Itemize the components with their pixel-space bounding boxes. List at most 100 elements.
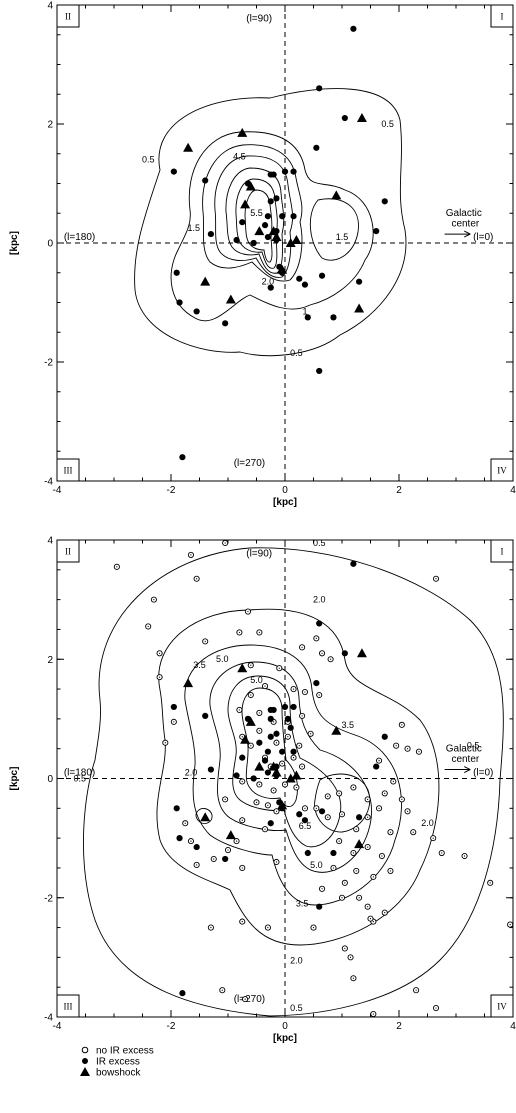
annotation-l180: (l=180) [64, 768, 95, 779]
ir-excess-marker [239, 219, 246, 226]
legend-marker-open-circle [81, 1046, 89, 1054]
no-ir-excess-marker-dot [338, 840, 340, 842]
ir-excess-marker [170, 703, 177, 711]
bowshock-marker [331, 725, 342, 735]
contour-label: 0.5 [467, 741, 480, 751]
no-ir-excess-marker-dot [367, 846, 369, 848]
quadrant-label: II [65, 12, 71, 22]
bowshock-marker [183, 142, 194, 152]
no-ir-excess-marker-dot [267, 926, 269, 929]
quadrant-label: I [501, 547, 504, 557]
no-ir-excess-marker-dot [367, 798, 369, 800]
y-tick-label: 0 [47, 774, 53, 785]
quadrant-box [56, 994, 80, 1018]
quadrant-label: III [64, 1002, 73, 1012]
y-tick-label: -2 [44, 893, 53, 904]
bowshock-marker [285, 238, 296, 247]
no-ir-excess-marker-dot [327, 816, 329, 818]
contour-label: 1.5 [336, 232, 349, 242]
bowshock-marker [291, 235, 302, 245]
ir-excess-marker [267, 820, 274, 827]
bowshock-marker [285, 773, 296, 783]
ir-excess-marker [281, 703, 289, 711]
bowshock-marker [354, 839, 365, 849]
ir-excess-marker [373, 763, 380, 770]
contour-label: 5.5 [250, 208, 263, 218]
ir-excess-marker [170, 168, 177, 175]
no-ir-excess-marker-dot [509, 923, 511, 926]
quadrant-box [490, 4, 514, 28]
ir-excess-marker [290, 748, 297, 755]
no-ir-excess-marker-dot [355, 870, 357, 872]
ir-excess-marker [264, 748, 271, 755]
no-ir-excess-marker-dot [384, 912, 386, 914]
no-ir-excess-marker-dot [250, 664, 252, 666]
no-ir-excess-marker-dot [241, 921, 243, 923]
no-ir-excess-marker-dot [287, 736, 289, 738]
density-contours [134, 88, 407, 357]
contour-label: 0.5 [381, 119, 394, 129]
no-ir-excess-marker-dot [250, 694, 252, 696]
annotation-l270: (l=270) [234, 994, 265, 1005]
no-ir-excess-marker-dot [463, 855, 466, 857]
no-ir-excess-marker-dot [441, 852, 443, 854]
ir-excess-marker [304, 314, 311, 321]
ir-excess-marker [284, 715, 291, 722]
no-ir-excess-marker-dot [153, 599, 155, 601]
quadrant-box [490, 458, 514, 482]
ir-excess-marker [207, 230, 214, 238]
no-ir-excess-marker-dot [238, 631, 240, 634]
no-ir-excess-marker-dot [292, 757, 295, 759]
annotation-center: center [451, 754, 479, 765]
no-ir-excess-marker-dot [210, 926, 212, 929]
no-ir-excess-marker-dot [310, 733, 312, 735]
annotation-l180: (l=180) [64, 232, 95, 243]
no-ir-excess-marker-dot [418, 751, 420, 753]
bowshock-marker [237, 663, 248, 673]
no-ir-excess-marker-dot [372, 921, 374, 923]
annotation-galactic: Galactic [446, 208, 482, 219]
ir-excess-marker [296, 275, 303, 282]
no-ir-excess-marker-dot [435, 1007, 437, 1009]
no-ir-excess-marker-dot [378, 760, 380, 762]
bowshock-marker [183, 678, 194, 688]
contour-label: 2.0 [185, 768, 198, 778]
quadrant-box [56, 539, 80, 563]
no-ir-excess-marker-dot [330, 658, 332, 660]
ir-excess-marker [250, 239, 257, 247]
ir-excess-marker [222, 320, 229, 327]
bowshock-marker [254, 761, 265, 771]
y-tick-label: -2 [44, 358, 53, 369]
ir-excess-marker [287, 724, 294, 731]
contour-label: 3.5 [296, 899, 309, 909]
ir-excess-marker [193, 308, 200, 315]
y-tick-label: -4 [44, 1013, 53, 1024]
ir-excess-marker [279, 748, 286, 755]
y-tick-label: 4 [47, 536, 53, 547]
ir-excess-marker [304, 849, 311, 857]
no-ir-excess-marker-dot [196, 578, 198, 580]
x-tick-label: 4 [510, 485, 516, 496]
ir-excess-marker [261, 757, 269, 764]
ir-excess-marker [281, 168, 289, 175]
bowshock-marker [354, 303, 365, 313]
no-ir-excess-marker-dot [224, 542, 226, 544]
no-ir-excess-marker-dot [372, 1013, 374, 1015]
no-ir-excess-marker-dot [301, 765, 303, 768]
contour-label: 0.5 [290, 1003, 303, 1013]
no-ir-excess-marker-dot [321, 888, 323, 890]
contour-label: 3.5 [341, 720, 354, 730]
no-ir-excess-marker-dot [264, 828, 266, 830]
no-ir-excess-marker-dot [392, 780, 394, 783]
no-ir-excess-marker-dot [389, 831, 392, 833]
contour-label: 5.0 [310, 860, 323, 870]
bowshock-marker [277, 264, 288, 274]
no-ir-excess-marker-dot [250, 745, 252, 747]
bowshock-marker [245, 716, 256, 726]
no-ir-excess-marker-dot [489, 882, 491, 884]
quadrant-box [490, 539, 514, 563]
no-ir-excess-marker-dot [295, 786, 297, 789]
contour-label: 3.5 [193, 660, 206, 670]
annotation-galactic: Galactic [446, 744, 482, 755]
